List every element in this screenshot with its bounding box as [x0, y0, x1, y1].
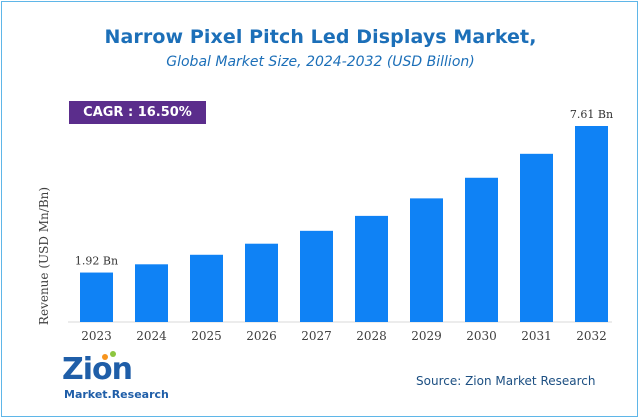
logo-dot-icon [102, 354, 108, 360]
bar-2032 [575, 126, 608, 322]
x-tick-label: 2029 [411, 329, 442, 343]
chart-title: Narrow Pixel Pitch Led Displays Market, [104, 26, 537, 48]
x-tick-label: 2031 [521, 329, 552, 343]
bar-2028 [355, 215, 388, 322]
data-label: 7.61 Bn [570, 108, 613, 121]
bar-2030 [465, 177, 498, 322]
bar-2031 [520, 153, 553, 322]
source-note: Source: Zion Market Research [416, 374, 596, 388]
bar-2026 [245, 243, 278, 322]
zion-logo: Zion Market.Research [62, 351, 169, 408]
bar-2024 [135, 264, 168, 322]
logo-subtitle: Market.Research [64, 388, 169, 401]
bar-2023 [80, 272, 113, 322]
bar-2029 [410, 198, 443, 322]
x-tick-label: 2025 [191, 329, 222, 343]
x-tick-label: 2027 [301, 329, 332, 343]
x-tick-label: 2028 [356, 329, 387, 343]
bar-2027 [300, 230, 333, 322]
bar-2025 [190, 254, 223, 322]
x-tick-label: 2030 [466, 329, 497, 343]
data-label: 1.92 Bn [75, 255, 118, 268]
x-tick-label: 2023 [81, 329, 112, 343]
x-tick-label: 2032 [576, 329, 607, 343]
cagr-badge: CAGR : 16.50% [69, 101, 206, 124]
x-tick-label: 2024 [136, 329, 167, 343]
chart-subtitle: Global Market Size, 2024-2032 (USD Billi… [166, 54, 475, 70]
x-tick-label: 2026 [246, 329, 277, 343]
logo-wordmark: Zion [62, 352, 133, 387]
logo-dot-icon [110, 351, 116, 357]
